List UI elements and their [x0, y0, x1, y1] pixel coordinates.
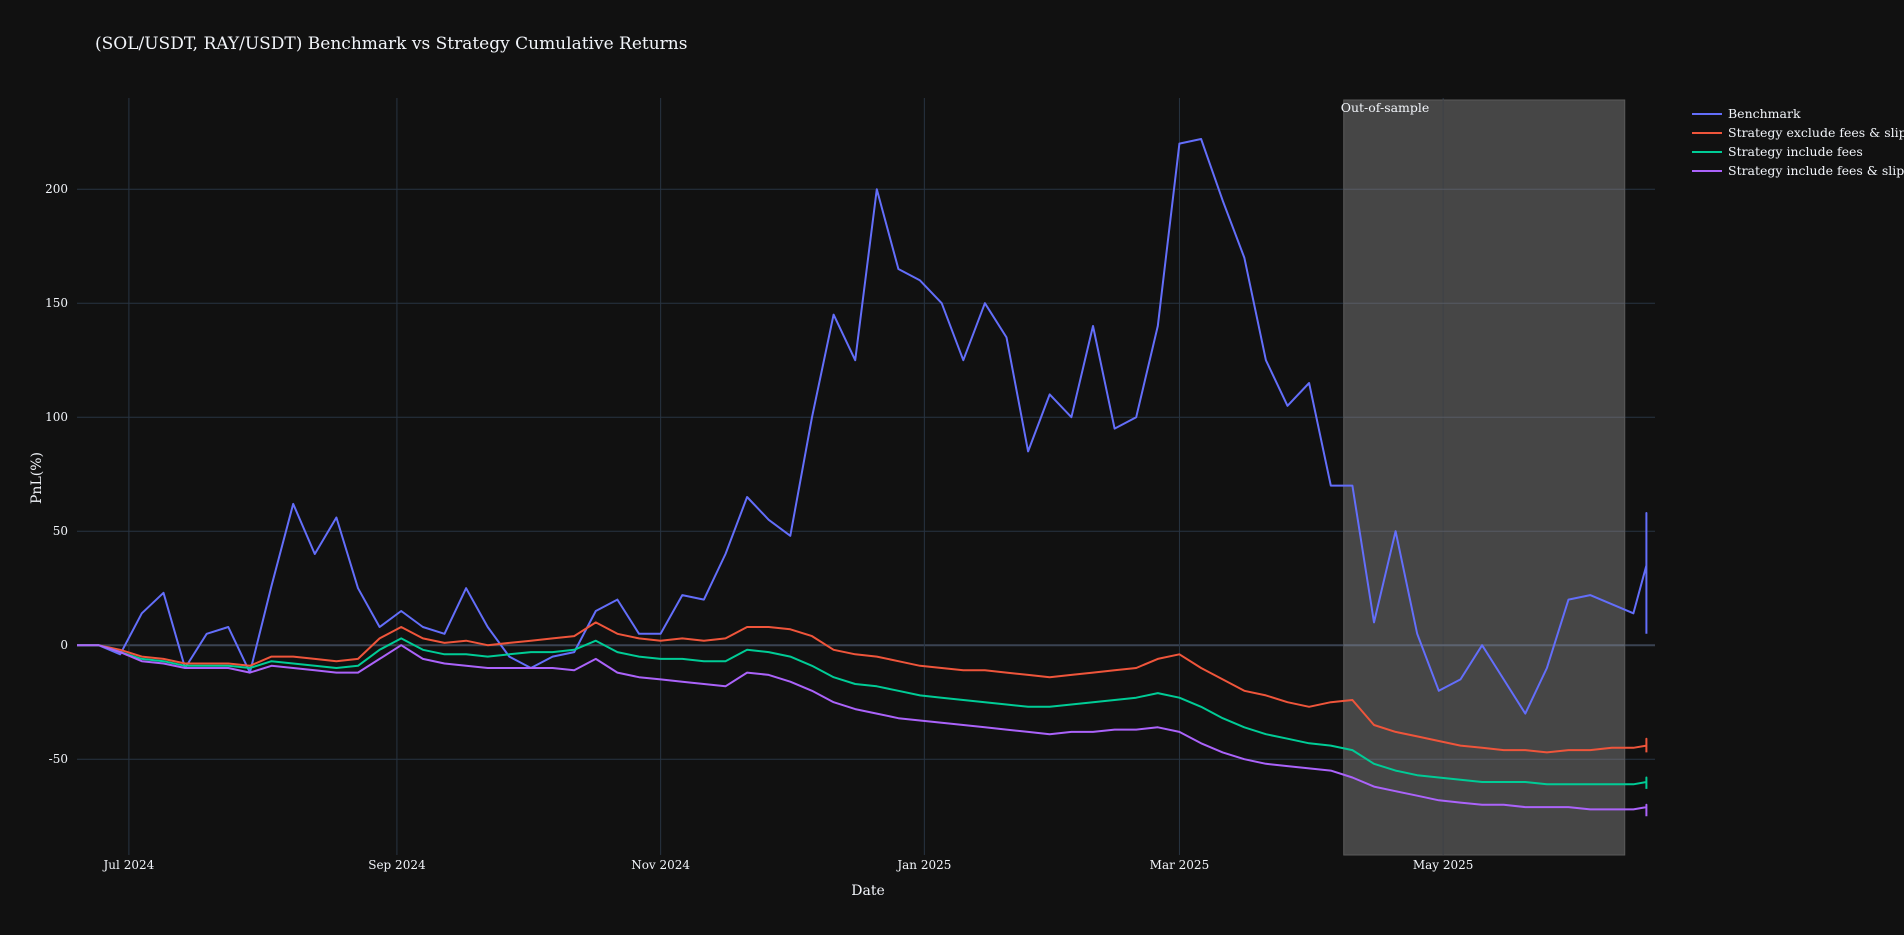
legend-label: Strategy include fees: [1728, 144, 1863, 159]
legend-label: Strategy exclude fees & slippage: [1728, 125, 1904, 140]
chart-title: (SOL/USDT, RAY/USDT) Benchmark vs Strate…: [95, 34, 688, 54]
y-tick-label: 50: [53, 524, 68, 538]
y-tick-label: -50: [49, 752, 68, 766]
legend-label: Benchmark: [1728, 106, 1801, 121]
y-tick-label: 150: [45, 296, 68, 310]
shade-layer: Out-of-sample: [1341, 100, 1625, 855]
y-tick-label: 200: [45, 182, 68, 196]
y-tick-label: 0: [60, 638, 68, 652]
x-axis-title: Date: [851, 883, 884, 899]
x-tick-label: Mar 2025: [1150, 858, 1210, 872]
x-tick-label: Jan 2025: [895, 858, 951, 872]
x-tick-label: Nov 2024: [631, 858, 690, 872]
shaded-region-label: Out-of-sample: [1341, 100, 1430, 115]
out-of-sample-region: [1344, 100, 1625, 855]
x-tick-label: May 2025: [1413, 858, 1474, 872]
x-tick-label: Sep 2024: [368, 858, 426, 872]
legend-label: Strategy include fees & slippage: [1728, 163, 1904, 178]
y-tick-label: 100: [45, 410, 68, 424]
x-tick-label: Jul 2024: [102, 858, 155, 872]
y-axis-title: PnL(%): [29, 452, 45, 504]
